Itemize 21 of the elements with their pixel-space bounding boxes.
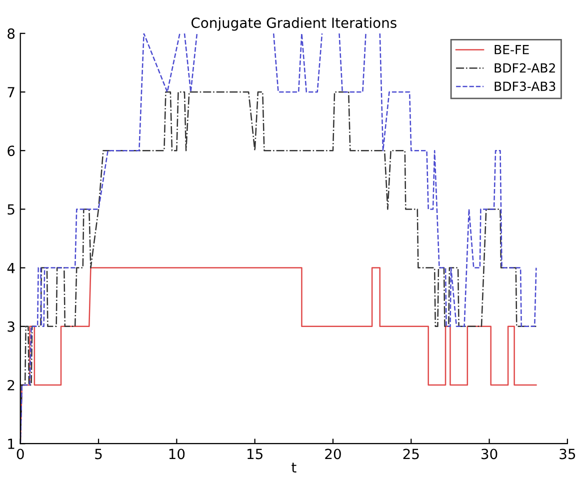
x-tick-label: 5 <box>95 448 102 460</box>
x-tick-label: 0 <box>16 448 24 460</box>
legend-label: BE-FE <box>494 45 529 54</box>
y-tick-label: 7 <box>8 87 14 98</box>
x-tick-label: 20 <box>325 448 341 460</box>
y-tick-label: 3 <box>8 321 14 332</box>
x-tick-label: 30 <box>482 448 498 460</box>
legend-label: BDF3-AB3 <box>494 82 556 92</box>
y-tick-label: 1 <box>8 438 14 449</box>
y-tick-label: 4 <box>7 262 15 274</box>
y-tick-label: 8 <box>8 28 15 39</box>
legend-label: BDF2-AB2 <box>494 63 555 72</box>
y-tick-label: 2 <box>8 380 14 390</box>
x-tick-label: 15 <box>248 448 262 460</box>
x-axis-title: t <box>292 462 296 472</box>
y-tick-label: 5 <box>8 204 14 215</box>
x-tick-label: 10 <box>169 448 185 460</box>
x-tick-label: 35 <box>560 448 576 460</box>
chart-title: Conjugate Gradient Iterations <box>191 17 396 31</box>
y-tick-label: 6 <box>8 146 15 156</box>
x-tick-label: 25 <box>403 448 419 460</box>
